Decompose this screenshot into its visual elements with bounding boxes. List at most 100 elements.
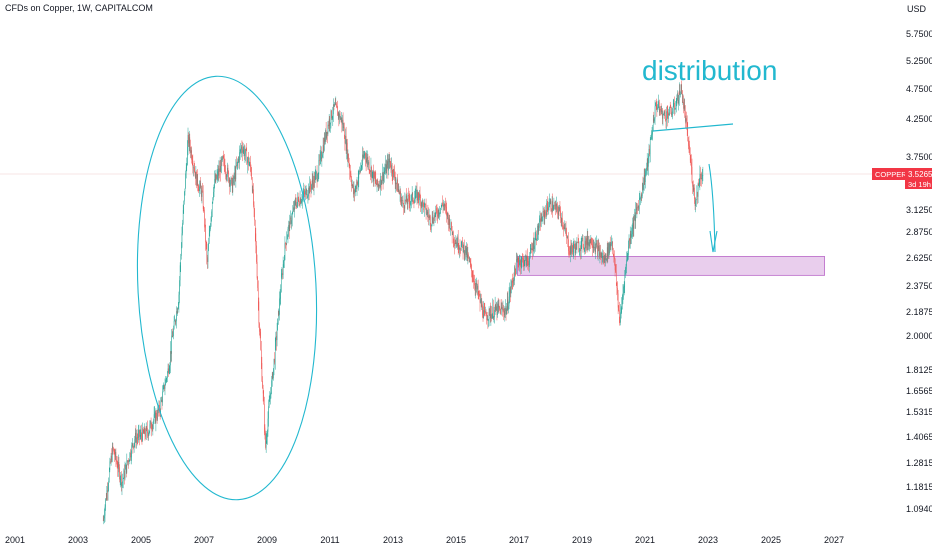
candle-body: [250, 162, 251, 167]
candle-body: [494, 309, 495, 317]
candle-body: [124, 470, 125, 479]
candle-body: [407, 195, 409, 204]
candle-body: [128, 460, 130, 462]
candle-body: [631, 230, 633, 235]
candle-body: [142, 428, 144, 433]
candle-body: [162, 387, 164, 392]
x-tick-label: 2021: [635, 535, 655, 545]
candle-body: [235, 165, 237, 180]
candle-body: [616, 282, 618, 288]
candle-body: [167, 368, 169, 373]
candle-body: [513, 280, 514, 283]
candle-body: [262, 388, 264, 394]
candle-body: [506, 299, 508, 309]
candle-body: [467, 254, 469, 259]
candle-body: [375, 178, 377, 183]
candle-body: [155, 412, 156, 423]
candle-body: [162, 391, 163, 403]
candle-body: [358, 171, 360, 179]
candle-body: [478, 294, 480, 296]
candle-body: [327, 131, 328, 135]
candle-body: [313, 182, 314, 188]
candle-body: [543, 211, 545, 218]
candle-body: [152, 423, 154, 430]
candle-body: [132, 443, 134, 447]
candle-body: [555, 204, 556, 210]
candle-body: [651, 133, 653, 135]
candle-body: [655, 102, 656, 107]
candle-body: [550, 200, 551, 202]
candle-body: [236, 165, 237, 166]
y-tick-label: 2.8750: [906, 227, 932, 237]
candle-body: [371, 171, 373, 178]
candle-body: [540, 217, 542, 227]
candle-body: [440, 206, 442, 208]
candle-body: [557, 211, 559, 215]
candle-body: [265, 432, 266, 448]
candle-body: [278, 310, 280, 315]
candle-body: [689, 145, 690, 153]
candle-body: [459, 247, 461, 250]
candle-body: [479, 294, 481, 303]
candle-body: [563, 227, 565, 229]
candle-body: [237, 161, 238, 163]
price-badge[interactable]: COPPER 3.5265 3d 19h: [872, 168, 932, 189]
candle-body: [351, 185, 353, 186]
candle-body: [632, 223, 633, 231]
candle-body: [683, 105, 685, 109]
candle-body: [451, 229, 453, 236]
candle-body: [231, 178, 232, 179]
candle-body: [204, 209, 205, 225]
candle-body: [211, 211, 212, 218]
candle-body: [226, 176, 228, 178]
candle-body: [409, 200, 410, 205]
candle-body: [295, 200, 297, 205]
candle-body: [412, 192, 413, 202]
candle-body: [605, 254, 606, 261]
candle-body: [531, 248, 532, 250]
candle-body: [458, 249, 460, 250]
candle-body: [466, 248, 467, 255]
candle-body: [663, 113, 664, 115]
candle-body: [688, 140, 689, 145]
candle-body: [404, 199, 406, 209]
candle-body: [218, 168, 220, 176]
candle-body: [518, 262, 520, 266]
candle-body: [329, 118, 331, 125]
candle-body: [659, 102, 660, 113]
candle-body: [145, 434, 146, 437]
candle-body: [336, 106, 338, 109]
candle-body: [527, 260, 529, 262]
candle-body: [465, 245, 466, 254]
candle-body: [339, 113, 340, 118]
candle-body: [112, 446, 114, 449]
y-tick-label: 1.2815: [906, 458, 932, 468]
candle-body: [605, 254, 607, 260]
candle-body: [387, 161, 388, 165]
candle-body: [345, 135, 347, 152]
candle-body: [322, 154, 323, 158]
candle-body: [637, 207, 638, 209]
candle-body: [445, 204, 446, 207]
candle-body: [528, 264, 530, 266]
candle-body: [397, 188, 399, 192]
candle-body: [678, 99, 679, 104]
candle-body: [108, 481, 109, 487]
candle-body: [323, 145, 324, 151]
candle-body: [620, 312, 621, 323]
candle-body: [620, 307, 622, 313]
candle-body: [267, 431, 268, 438]
candle-body: [673, 103, 675, 107]
candle-body: [483, 310, 484, 319]
candle-body: [668, 113, 670, 115]
candle-body: [616, 271, 617, 283]
candle-body: [161, 399, 162, 402]
candle-body: [337, 108, 338, 116]
candle-body: [512, 281, 513, 283]
candle-body: [546, 203, 547, 216]
candle-body: [394, 178, 396, 185]
candle-body: [477, 285, 479, 295]
candle-body: [449, 218, 450, 230]
